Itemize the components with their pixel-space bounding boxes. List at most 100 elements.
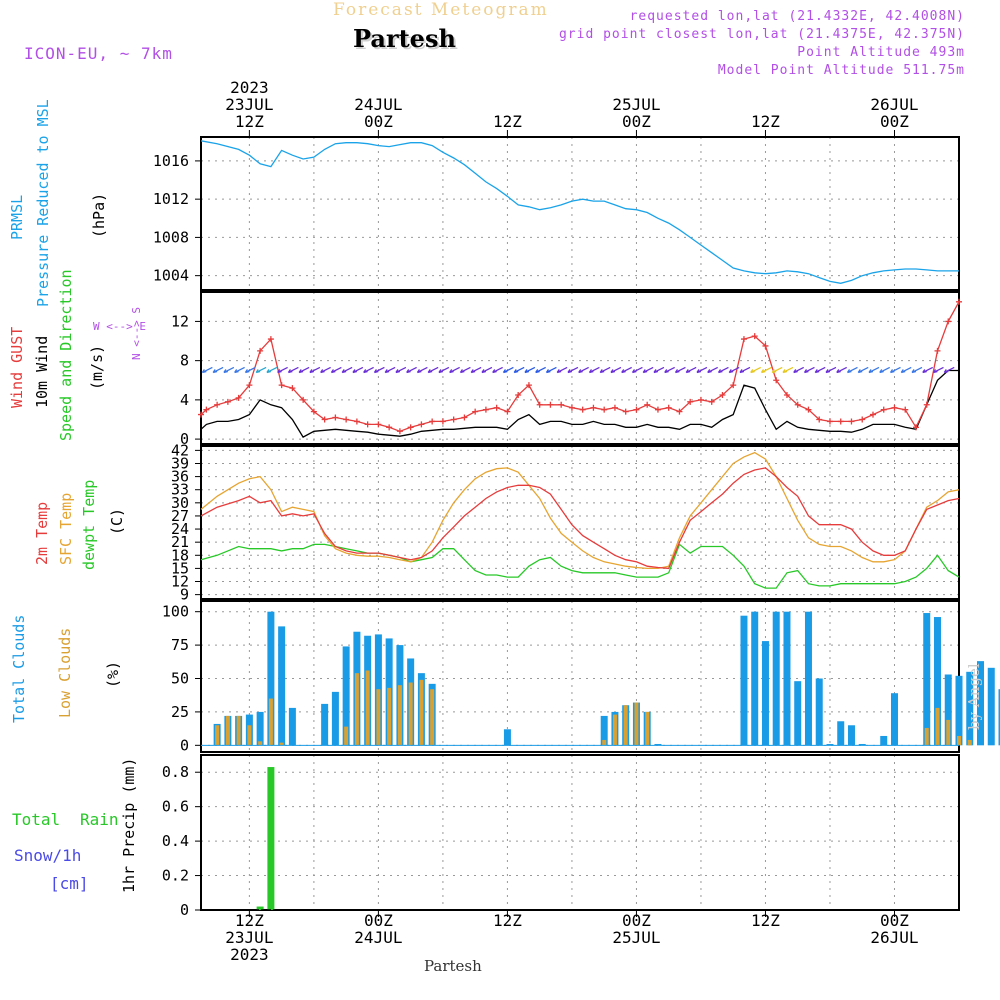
wind-panel: 0 4 8 12 xyxy=(171,291,960,448)
low-cloud-bar xyxy=(957,735,961,746)
cloud-ytick-label: 25 xyxy=(171,703,189,721)
total-cloud-bar xyxy=(944,674,952,746)
gust-marker xyxy=(515,391,522,398)
wind-direction-arrow xyxy=(556,366,568,374)
pressure-line xyxy=(200,140,959,284)
temp-dewpt-label: dewpt Temp xyxy=(80,479,98,570)
time-label: 25JUL 00Z xyxy=(612,95,661,131)
wind-direction-arrow xyxy=(879,366,891,374)
wind-direction-arrow xyxy=(739,366,751,374)
gust-marker xyxy=(826,418,833,425)
total-cloud-bar xyxy=(288,707,296,746)
gust-marker xyxy=(687,398,694,405)
total-clouds-label: Total Clouds xyxy=(10,614,28,723)
wind-direction-arrow xyxy=(277,366,288,374)
temp-ytick-label: 15 xyxy=(171,559,189,577)
gust-marker xyxy=(665,404,672,411)
2m-temp-line xyxy=(200,467,960,570)
gust-marker xyxy=(837,418,844,425)
precip-panel: 0 0.2 0.4 0.6 0.8 xyxy=(162,754,960,919)
gust-marker xyxy=(224,398,231,405)
wind-direction-arrow xyxy=(406,366,417,374)
temp-ytick-label: 9 xyxy=(180,586,189,604)
low-cloud-bar xyxy=(408,682,413,746)
low-cloud-bar xyxy=(365,670,370,746)
time-label: 00Z 26JUL xyxy=(870,911,919,947)
low-cloud-bar xyxy=(946,719,951,746)
gust-marker xyxy=(198,411,204,418)
low-cloud-bar xyxy=(268,698,273,746)
wind-direction-arrow xyxy=(373,366,385,374)
temp-unit: (C) xyxy=(108,507,126,535)
wind-direction-arrow xyxy=(889,366,901,374)
gust-marker xyxy=(461,414,468,421)
gust-marker xyxy=(547,401,554,408)
pressure-panel: 1004 1008 1012 1016 xyxy=(153,136,960,291)
low-cloud-bar xyxy=(602,739,607,746)
wind-speed-line xyxy=(200,369,959,438)
wind-direction-arrow xyxy=(341,366,353,374)
low-cloud-bar xyxy=(236,715,241,746)
wind-direction-arrow xyxy=(932,366,944,374)
requested-coords: requested lon,lat (21.4332E, 42.4008N) xyxy=(629,9,965,24)
time-label: 2023 23JUL 12Z xyxy=(225,78,274,131)
pressure-frame xyxy=(200,136,960,291)
wind-direction-arrow xyxy=(803,366,815,374)
gust-marker xyxy=(493,404,500,411)
low-cloud-bar xyxy=(612,714,617,746)
gust-marker xyxy=(934,347,941,354)
gust-marker xyxy=(902,406,909,413)
wind-gust-label: Wind GUST xyxy=(8,326,26,408)
wind-direction-arrow xyxy=(782,366,794,374)
wind-direction-arrow xyxy=(567,366,579,374)
cloud-ytick-label: 75 xyxy=(171,636,189,654)
temp-ytick-label: 39 xyxy=(171,454,189,472)
low-cloud-bar xyxy=(387,687,392,746)
location-title: Partesh xyxy=(353,24,456,53)
gust-marker xyxy=(869,411,876,418)
time-label: 00Z 25JUL xyxy=(612,911,661,947)
total-cloud-bar xyxy=(331,691,339,746)
total-cloud-bar xyxy=(858,743,866,746)
sfc-temp-line xyxy=(200,451,960,570)
wind-direction-arrow xyxy=(728,366,740,374)
wind-direction-arrow xyxy=(631,366,643,374)
total-cloud-bar xyxy=(933,617,941,746)
gust-marker xyxy=(794,401,801,408)
wind-direction-arrow xyxy=(578,366,589,374)
rain-bar xyxy=(256,906,264,910)
wind-direction-arrow xyxy=(535,366,546,374)
temp-ytick-label: 27 xyxy=(171,507,189,525)
wind-direction-arrow xyxy=(911,366,923,374)
time-label: 12Z 23JUL 2023 xyxy=(225,911,274,964)
wind-direction-arrow xyxy=(212,366,224,374)
gust-marker xyxy=(439,418,446,425)
gust-marker xyxy=(923,401,930,408)
low-cloud-bar xyxy=(967,739,972,746)
time-label: 12Z xyxy=(492,112,522,131)
temp-frame xyxy=(200,445,960,600)
wind-direction-arrow xyxy=(416,366,428,374)
gust-marker xyxy=(891,404,898,411)
gust-marker xyxy=(611,404,618,411)
total-cloud-bar xyxy=(600,715,608,746)
cloud-ytick-label: 0 xyxy=(180,736,189,754)
precip-ytick-label: 0 xyxy=(180,901,189,919)
gust-marker xyxy=(429,418,436,425)
gust-marker xyxy=(386,424,393,431)
pressure-ytick-label: 1008 xyxy=(153,228,189,246)
gust-marker xyxy=(676,408,683,415)
temp-ytick-label: 21 xyxy=(171,533,189,551)
gust-marker xyxy=(267,336,274,343)
gust-marker xyxy=(310,408,317,415)
wind-direction-arrow xyxy=(685,366,697,374)
wind-direction-arrow xyxy=(868,366,880,374)
gust-marker xyxy=(375,421,382,428)
snow-label: Snow/1h xyxy=(14,846,82,865)
wind-ytick-label: 8 xyxy=(180,352,189,370)
time-label: 12Z xyxy=(751,911,780,930)
wind-direction-arrow xyxy=(846,366,858,374)
gust-marker xyxy=(300,396,307,403)
